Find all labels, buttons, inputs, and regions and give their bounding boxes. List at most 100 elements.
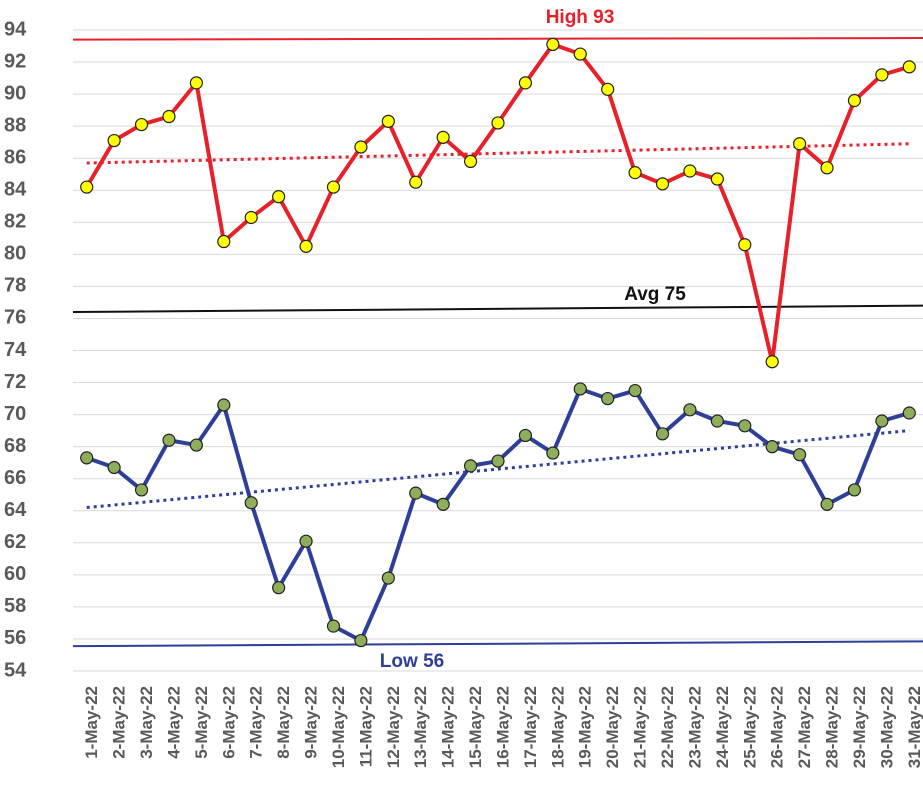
point [683,403,697,417]
x-tick-label: 22-May-22 [658,686,677,768]
point [601,82,615,96]
point [244,496,258,510]
point [409,175,423,189]
x-tick-label: 10-May-22 [329,686,348,768]
x-tick-label: 14-May-22 [439,686,458,768]
point [793,137,807,151]
reference-label: High 93 [546,7,615,28]
point [189,76,203,90]
point [628,383,642,398]
point [847,93,862,108]
point [436,130,450,144]
point [381,571,395,585]
point [463,459,478,473]
point [710,414,724,428]
x-tick-label: 19-May-22 [576,686,595,768]
x-tick-label: 25-May-22 [740,686,759,768]
y-tick-label: 86 [4,146,26,168]
y-tick-label: 82 [4,211,26,233]
point [573,382,587,396]
point [299,534,313,548]
y-tick-label: 74 [4,339,27,361]
point [80,180,94,194]
point [217,234,231,249]
point [272,190,286,204]
x-tick-label: 17-May-22 [521,686,540,768]
x-tick-label: 4-May-22 [164,686,183,759]
point [134,117,149,132]
y-tick-label: 92 [4,50,26,72]
y-tick-label: 64 [4,499,27,521]
point [820,161,834,175]
y-tick-label: 88 [4,114,26,136]
point [354,633,368,648]
x-tick-label: 5-May-22 [192,686,211,759]
y-tick-label: 90 [4,82,26,104]
x-tick-label: 20-May-22 [603,686,622,768]
point [107,133,121,148]
point [738,419,752,433]
x-tick-label: 15-May-22 [466,686,485,768]
x-tick-label: 3-May-22 [137,686,156,759]
point [244,210,258,225]
y-tick-label: 60 [4,563,26,585]
point [902,60,916,74]
x-tick-label: 13-May-22 [411,686,430,768]
reference-label: Avg 75 [624,284,686,305]
point [326,619,341,633]
x-tick-label: 18-May-22 [548,686,567,768]
point [409,486,423,500]
point [299,239,313,253]
y-tick-label: 66 [4,467,26,489]
point [107,460,121,475]
point [217,398,231,412]
point [710,172,724,186]
x-tick-label: 21-May-22 [631,686,650,768]
point [902,406,916,420]
x-tick-label: 16-May-22 [493,686,512,768]
point [463,154,478,169]
point [272,581,286,595]
x-tick-label: 8-May-22 [274,686,293,759]
point [518,428,533,443]
point [655,177,670,191]
point [326,180,341,194]
series-line [86,386,910,643]
point [765,440,779,454]
point [820,497,834,511]
y-tick-label: 84 [4,179,27,201]
reference-line [72,640,923,648]
x-tick-label: 29-May-22 [850,686,869,768]
y-tick-label: 94 [4,18,27,40]
y-tick-label: 80 [4,243,26,265]
point [162,109,176,124]
x-tick-label: 12-May-22 [384,686,403,768]
point [491,454,505,468]
point [518,76,533,90]
y-tick-label: 68 [4,435,26,457]
point [875,414,889,428]
y-tick-label: 70 [4,403,26,425]
x-tick-label: 11-May-22 [356,686,375,767]
point [655,427,670,441]
point [381,114,395,128]
x-tick-label: 26-May-22 [768,686,787,768]
point [628,166,642,180]
point [765,355,779,369]
x-tick-label: 7-May-22 [247,686,266,759]
x-tick-label: 31-May-22 [905,686,923,768]
series-line [84,42,910,364]
y-tick-label: 72 [4,371,26,393]
x-tick-label: 24-May-22 [713,686,732,768]
point [793,448,807,462]
point [601,391,615,406]
x-tick-label: 28-May-22 [823,686,842,768]
point [436,497,450,511]
y-tick-label: 58 [4,595,26,617]
point [546,446,560,460]
x-tick-label: 23-May-22 [685,686,704,768]
x-tick-label: 2-May-22 [110,686,129,759]
reference-line [72,304,923,314]
point [683,164,697,178]
